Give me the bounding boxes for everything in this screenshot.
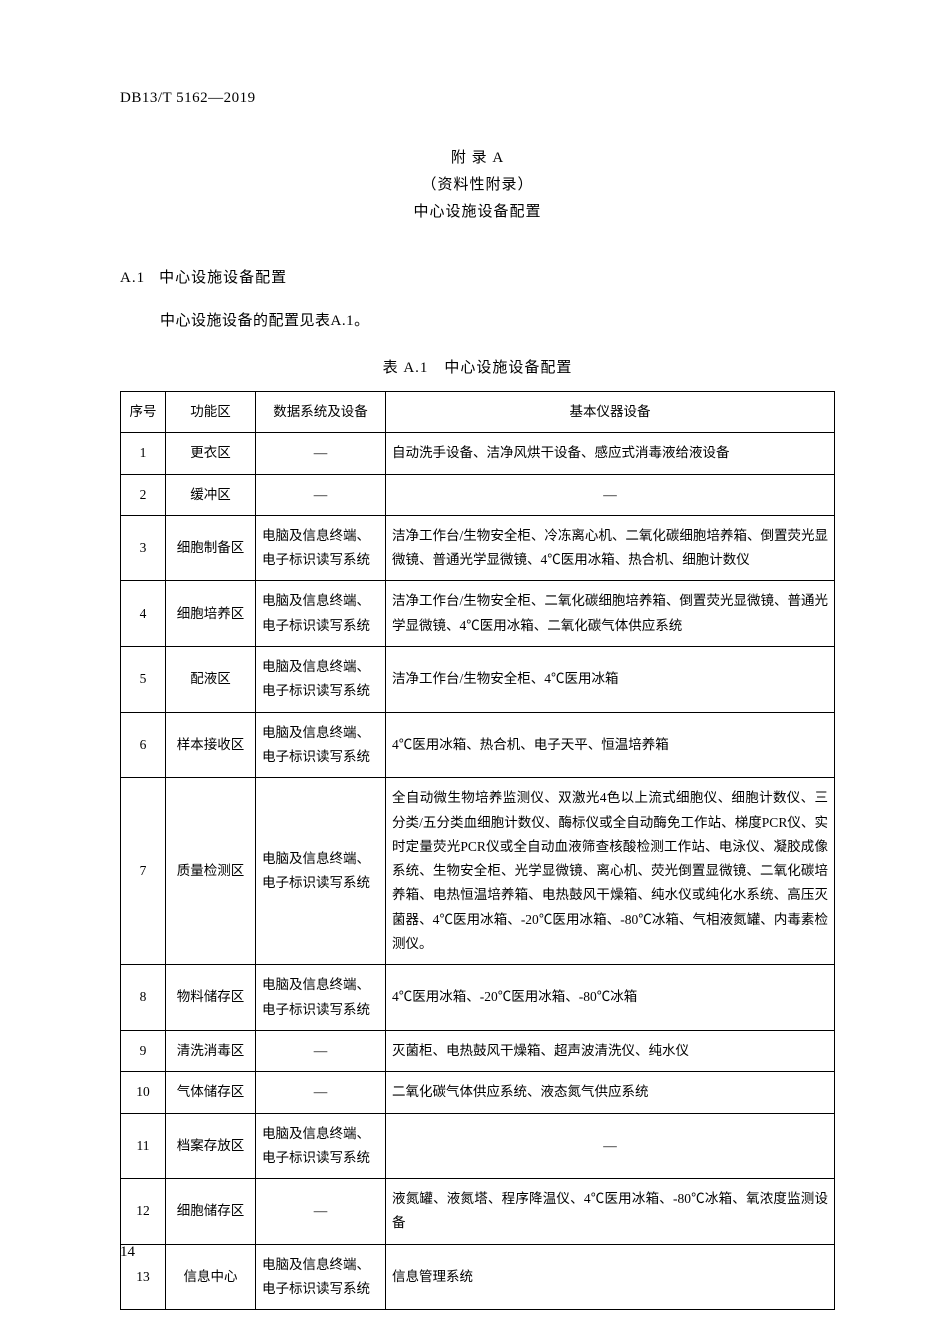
table-caption: 表 A.1 中心设施设备配置 [120, 356, 835, 377]
section-title: A.1 中心设施设备配置 [120, 266, 835, 287]
cell-zone: 质量检测区 [166, 778, 256, 965]
cell-equip: 信息管理系统 [386, 1244, 835, 1310]
cell-sys: 电脑及信息终端、电子标识读写系统 [256, 712, 386, 778]
table-row: 7质量检测区电脑及信息终端、电子标识读写系统全自动微生物培养监测仪、双激光4色以… [121, 778, 835, 965]
cell-sys: — [256, 433, 386, 474]
appendix-line-3: 中心设施设备配置 [120, 199, 835, 226]
cell-seq: 12 [121, 1179, 166, 1245]
cell-zone: 物料储存区 [166, 965, 256, 1031]
table-row: 5配液区电脑及信息终端、电子标识读写系统洁净工作台/生物安全柜、4℃医用冰箱 [121, 647, 835, 713]
cell-equip: 灭菌柜、电热鼓风干燥箱、超声波清洗仪、纯水仪 [386, 1030, 835, 1071]
cell-equip: 全自动微生物培养监测仪、双激光4色以上流式细胞仪、细胞计数仪、三分类/五分类血细… [386, 778, 835, 965]
cell-zone: 缓冲区 [166, 474, 256, 515]
cell-seq: 7 [121, 778, 166, 965]
cell-sys: — [256, 1179, 386, 1245]
cell-sys: 电脑及信息终端、电子标识读写系统 [256, 1244, 386, 1310]
cell-equip: 自动洗手设备、洁净风烘干设备、感应式消毒液给液设备 [386, 433, 835, 474]
cell-zone: 样本接收区 [166, 712, 256, 778]
cell-zone: 细胞制备区 [166, 515, 256, 581]
document-code: DB13/T 5162—2019 [120, 90, 835, 107]
cell-seq: 6 [121, 712, 166, 778]
cell-seq: 8 [121, 965, 166, 1031]
cell-sys: 电脑及信息终端、电子标识读写系统 [256, 1113, 386, 1179]
table-row: 6样本接收区电脑及信息终端、电子标识读写系统4℃医用冰箱、热合机、电子天平、恒温… [121, 712, 835, 778]
cell-seq: 4 [121, 581, 166, 647]
cell-equip: 洁净工作台/生物安全柜、冷冻离心机、二氧化碳细胞培养箱、倒置荧光显微镜、普通光学… [386, 515, 835, 581]
page-number: 14 [120, 1244, 135, 1261]
cell-equip: 4℃医用冰箱、-20℃医用冰箱、-80℃冰箱 [386, 965, 835, 1031]
table-body: 1更衣区—自动洗手设备、洁净风烘干设备、感应式消毒液给液设备2缓冲区——3细胞制… [121, 433, 835, 1310]
cell-sys: 电脑及信息终端、电子标识读写系统 [256, 965, 386, 1031]
cell-equip: — [386, 474, 835, 515]
col-header-sys: 数据系统及设备 [256, 392, 386, 433]
cell-equip: 洁净工作台/生物安全柜、4℃医用冰箱 [386, 647, 835, 713]
section-body: 中心设施设备的配置见表A.1。 [160, 309, 835, 330]
equipment-table: 序号 功能区 数据系统及设备 基本仪器设备 1更衣区—自动洗手设备、洁净风烘干设… [120, 391, 835, 1310]
cell-zone: 清洗消毒区 [166, 1030, 256, 1071]
cell-equip: 液氮罐、液氮塔、程序降温仪、4℃医用冰箱、-80℃冰箱、氧浓度监测设备 [386, 1179, 835, 1245]
cell-zone: 细胞储存区 [166, 1179, 256, 1245]
table-row: 11档案存放区电脑及信息终端、电子标识读写系统— [121, 1113, 835, 1179]
cell-sys: — [256, 474, 386, 515]
cell-equip: 二氧化碳气体供应系统、液态氮气供应系统 [386, 1072, 835, 1113]
cell-zone: 信息中心 [166, 1244, 256, 1310]
cell-seq: 1 [121, 433, 166, 474]
cell-zone: 细胞培养区 [166, 581, 256, 647]
cell-sys: 电脑及信息终端、电子标识读写系统 [256, 647, 386, 713]
cell-sys: — [256, 1030, 386, 1071]
cell-equip: 4℃医用冰箱、热合机、电子天平、恒温培养箱 [386, 712, 835, 778]
cell-equip: 洁净工作台/生物安全柜、二氧化碳细胞培养箱、倒置荧光显微镜、普通光学显微镜、4℃… [386, 581, 835, 647]
page-content: DB13/T 5162—2019 附 录 A （资料性附录） 中心设施设备配置 … [0, 0, 945, 1310]
table-row: 1更衣区—自动洗手设备、洁净风烘干设备、感应式消毒液给液设备 [121, 433, 835, 474]
col-header-zone: 功能区 [166, 392, 256, 433]
table-row: 4细胞培养区电脑及信息终端、电子标识读写系统洁净工作台/生物安全柜、二氧化碳细胞… [121, 581, 835, 647]
appendix-line-1: 附 录 A [120, 145, 835, 172]
cell-zone: 配液区 [166, 647, 256, 713]
table-row: 9清洗消毒区—灭菌柜、电热鼓风干燥箱、超声波清洗仪、纯水仪 [121, 1030, 835, 1071]
cell-sys: 电脑及信息终端、电子标识读写系统 [256, 515, 386, 581]
table-row: 13信息中心电脑及信息终端、电子标识读写系统信息管理系统 [121, 1244, 835, 1310]
cell-seq: 2 [121, 474, 166, 515]
cell-equip: — [386, 1113, 835, 1179]
cell-sys: 电脑及信息终端、电子标识读写系统 [256, 778, 386, 965]
cell-seq: 9 [121, 1030, 166, 1071]
appendix-header: 附 录 A （资料性附录） 中心设施设备配置 [120, 145, 835, 226]
table-row: 3细胞制备区电脑及信息终端、电子标识读写系统洁净工作台/生物安全柜、冷冻离心机、… [121, 515, 835, 581]
col-header-seq: 序号 [121, 392, 166, 433]
cell-seq: 10 [121, 1072, 166, 1113]
cell-zone: 气体储存区 [166, 1072, 256, 1113]
cell-seq: 3 [121, 515, 166, 581]
cell-zone: 更衣区 [166, 433, 256, 474]
cell-sys: — [256, 1072, 386, 1113]
section-heading: 中心设施设备配置 [159, 270, 287, 286]
table-row: 8物料储存区电脑及信息终端、电子标识读写系统4℃医用冰箱、-20℃医用冰箱、-8… [121, 965, 835, 1031]
table-row: 12细胞储存区—液氮罐、液氮塔、程序降温仪、4℃医用冰箱、-80℃冰箱、氧浓度监… [121, 1179, 835, 1245]
table-row: 10气体储存区—二氧化碳气体供应系统、液态氮气供应系统 [121, 1072, 835, 1113]
section-number: A.1 [120, 270, 145, 286]
table-header-row: 序号 功能区 数据系统及设备 基本仪器设备 [121, 392, 835, 433]
col-header-equip: 基本仪器设备 [386, 392, 835, 433]
table-row: 2缓冲区—— [121, 474, 835, 515]
cell-zone: 档案存放区 [166, 1113, 256, 1179]
cell-sys: 电脑及信息终端、电子标识读写系统 [256, 581, 386, 647]
cell-seq: 5 [121, 647, 166, 713]
appendix-line-2: （资料性附录） [120, 172, 835, 199]
cell-seq: 11 [121, 1113, 166, 1179]
